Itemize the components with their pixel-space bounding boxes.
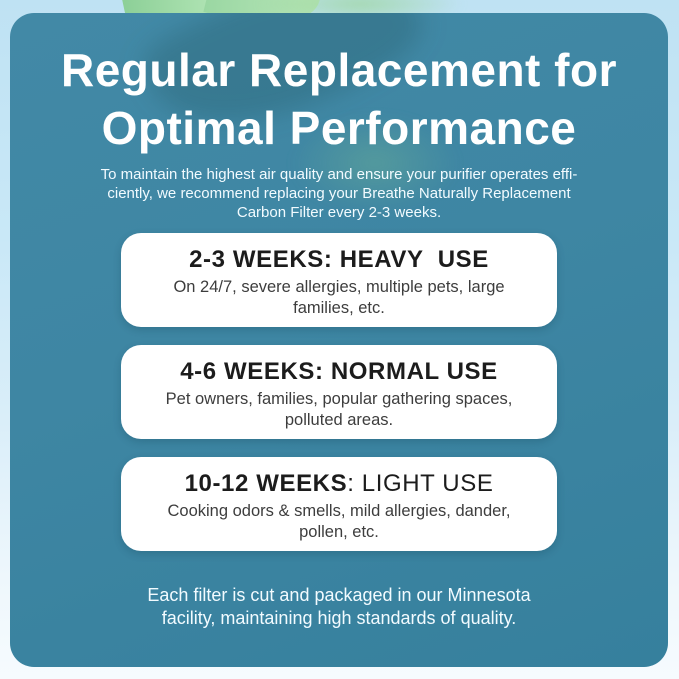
leaf-glow-decoration — [290, 113, 460, 213]
usage-card-light: 10-12 WEEKS: LIGHT USE Cooking odors & s… — [121, 457, 557, 551]
card-title: 10-12 WEEKS: LIGHT USE — [121, 470, 557, 498]
card-body: Pet owners, families, popular gathering … — [165, 390, 513, 429]
page-title: Regular Replacement for Optimal Performa… — [61, 44, 617, 154]
footer-note: Each filter is cut and packaged in our M… — [147, 585, 531, 628]
usage-card-heavy: 2-3 WEEKS: HEAVY USE On 24/7, severe all… — [121, 233, 557, 327]
card-title-strong: 2-3 WEEKS: HEAVY USE — [189, 246, 489, 273]
intro-text: To maintain the highest air quality and … — [100, 166, 578, 221]
usage-card-normal: 4-6 WEEKS: NORMAL USE Pet owners, famili… — [121, 345, 557, 439]
usage-card-list: 2-3 WEEKS: HEAVY USE On 24/7, severe all… — [10, 233, 668, 551]
card-title: 2-3 WEEKS: HEAVY USE — [121, 246, 557, 274]
card-title: 4-6 WEEKS: NORMAL USE — [121, 358, 557, 386]
card-title-strong: 4-6 WEEKS: NORMAL USE — [180, 358, 498, 385]
card-body: On 24/7, severe allergies, multiple pets… — [173, 278, 505, 317]
teal-panel: Regular Replacement for Optimal Performa… — [10, 13, 668, 667]
card-title-light: : LIGHT USE — [347, 470, 494, 497]
panel-content: Regular Replacement for Optimal Performa… — [10, 13, 668, 630]
card-title-strong: 10-12 WEEKS — [184, 470, 348, 497]
card-body: Cooking odors & smells, mild allergies, … — [167, 502, 511, 541]
